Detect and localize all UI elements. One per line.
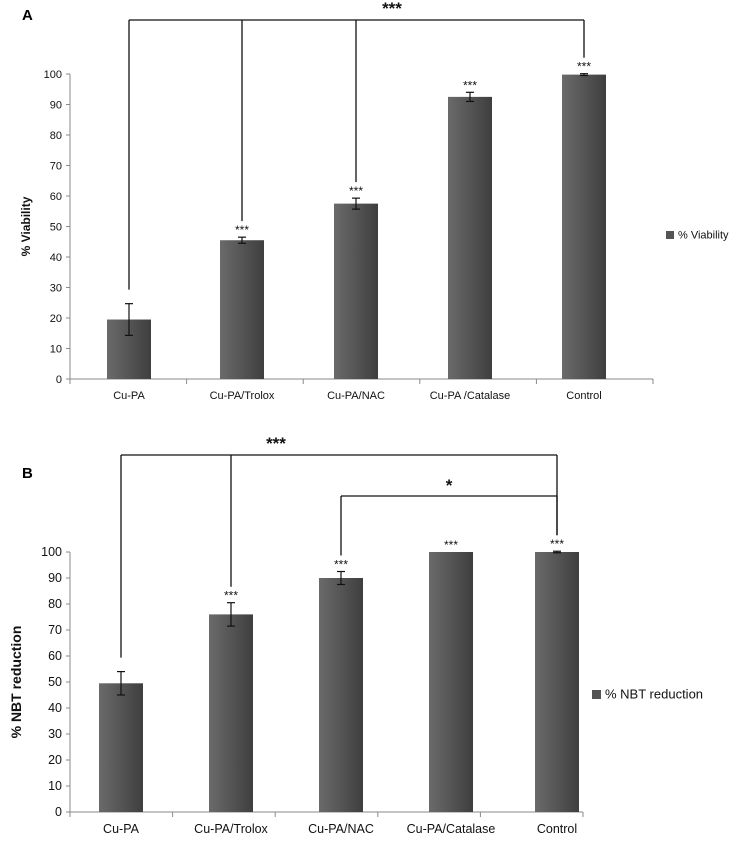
bar-5 [535, 552, 579, 812]
significance-bracket-label: *** [382, 0, 402, 18]
x-category-label: Control [566, 390, 601, 402]
y-tick-label: 0 [56, 374, 62, 386]
y-tick-label: 10 [48, 779, 62, 793]
significance-label: *** [550, 537, 564, 551]
y-tick-label: 40 [50, 252, 62, 264]
significance-bracket-label: * [446, 476, 453, 495]
significance-label: *** [577, 60, 591, 74]
x-category-label: Cu-PA [103, 822, 140, 836]
x-category-label: Cu-PA [113, 390, 145, 402]
significance-label: *** [444, 538, 458, 552]
y-tick-label: 40 [48, 701, 62, 715]
y-tick-label: 90 [48, 571, 62, 585]
y-tick-label: 50 [50, 222, 62, 234]
bar-1 [99, 683, 143, 812]
legend-label: % NBT reduction [605, 687, 703, 702]
bar-2 [220, 240, 264, 379]
bar-2 [209, 614, 253, 812]
y-tick-label: 20 [50, 313, 62, 325]
bar-3 [334, 203, 378, 379]
panel-b-chart: B 0 10 20 30 40 50 60 70 80 90 100 % NBT reduction Cu… [8, 434, 703, 836]
significance-label: *** [334, 558, 348, 572]
x-category-label: Cu-PA/Trolox [194, 822, 268, 836]
y-tick-label: 100 [41, 545, 62, 559]
y-tick-label: 30 [48, 727, 62, 741]
y-tick-label: 80 [48, 597, 62, 611]
significance-label: *** [349, 184, 363, 198]
bar-5 [562, 74, 606, 380]
bar-3 [319, 578, 363, 812]
y-tick-label: 90 [50, 100, 62, 112]
y-tick-label: 80 [50, 130, 62, 142]
x-category-label: Cu-PA/Trolox [210, 390, 275, 402]
x-category-label: Cu-PA/NAC [308, 822, 374, 836]
legend-swatch [592, 690, 601, 699]
bar-4 [429, 552, 473, 812]
panel-label: B [22, 465, 33, 482]
y-tick-label: 0 [55, 805, 62, 819]
panel-label: A [22, 7, 33, 24]
y-tick-label: 10 [50, 344, 62, 356]
y-tick-label: 20 [48, 753, 62, 767]
significance-label: *** [235, 223, 249, 237]
y-axis-label: % Viability [19, 196, 33, 256]
bar-4 [448, 96, 492, 379]
y-tick-label: 70 [50, 161, 62, 173]
x-category-label: Cu-PA/NAC [327, 390, 385, 402]
significance-label: *** [224, 589, 238, 603]
x-category-label: Cu-PA /Catalase [430, 390, 511, 402]
panel-a-chart: A 0 10 20 30 40 50 60 70 80 90 100 % Viability Cu-PA *… [19, 0, 729, 402]
legend-swatch [666, 231, 674, 239]
y-tick-label: 100 [44, 69, 62, 81]
y-tick-label: 30 [50, 283, 62, 295]
y-tick-label: 60 [50, 191, 62, 203]
y-tick-label: 70 [48, 623, 62, 637]
x-category-label: Cu-PA/Catalase [407, 822, 496, 836]
significance-label: *** [463, 78, 477, 92]
y-axis-label: % NBT reduction [8, 626, 24, 739]
significance-bracket-label: *** [266, 434, 286, 453]
x-category-label: Control [537, 822, 577, 836]
y-tick-label: 60 [48, 649, 62, 663]
y-tick-label: 50 [48, 675, 62, 689]
legend-label: % Viability [678, 230, 729, 242]
